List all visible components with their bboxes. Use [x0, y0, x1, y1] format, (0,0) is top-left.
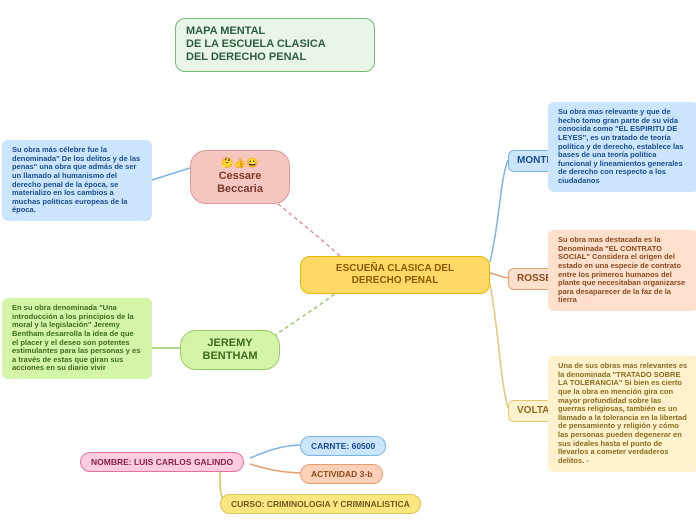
desc-rosseau: Su obra mas destacada es la Denominada "…	[548, 230, 696, 311]
desc-voltaire: Una de sus obras mas relevantes es la de…	[548, 356, 696, 472]
author-bentham: JEREMY BENTHAM	[180, 330, 280, 370]
author-beccaria-name: Cessare Beccaria	[217, 170, 263, 195]
desc-bentham: En su obra denominada "Una introducción …	[2, 298, 152, 379]
desc-monteesquieu: Su obra mas relevante y que de hecho tom…	[548, 102, 696, 192]
author-beccaria: 🤔👍😀 Cessare Beccaria	[190, 150, 290, 204]
emoji-icon: 🤔👍😀	[221, 158, 258, 169]
info-nombre: NOMBRE: LUIS CARLOS GALINDO	[80, 452, 244, 472]
info-carnet: CARNTE: 60500	[300, 436, 386, 456]
center-node: ESCUEÑA CLASICA DEL DERECHO PENAL	[300, 256, 490, 294]
title-node: MAPA MENTAL DE LA ESCUELA CLASICA DEL DE…	[175, 18, 375, 72]
info-curso: CURSO: CRIMINOLOGIA Y CRIMINALISTICA	[220, 494, 421, 514]
desc-beccaria: Su obra más célebre fue la denominada" D…	[2, 140, 152, 221]
info-actividad: ACTIVIDAD 3-b	[300, 464, 383, 484]
